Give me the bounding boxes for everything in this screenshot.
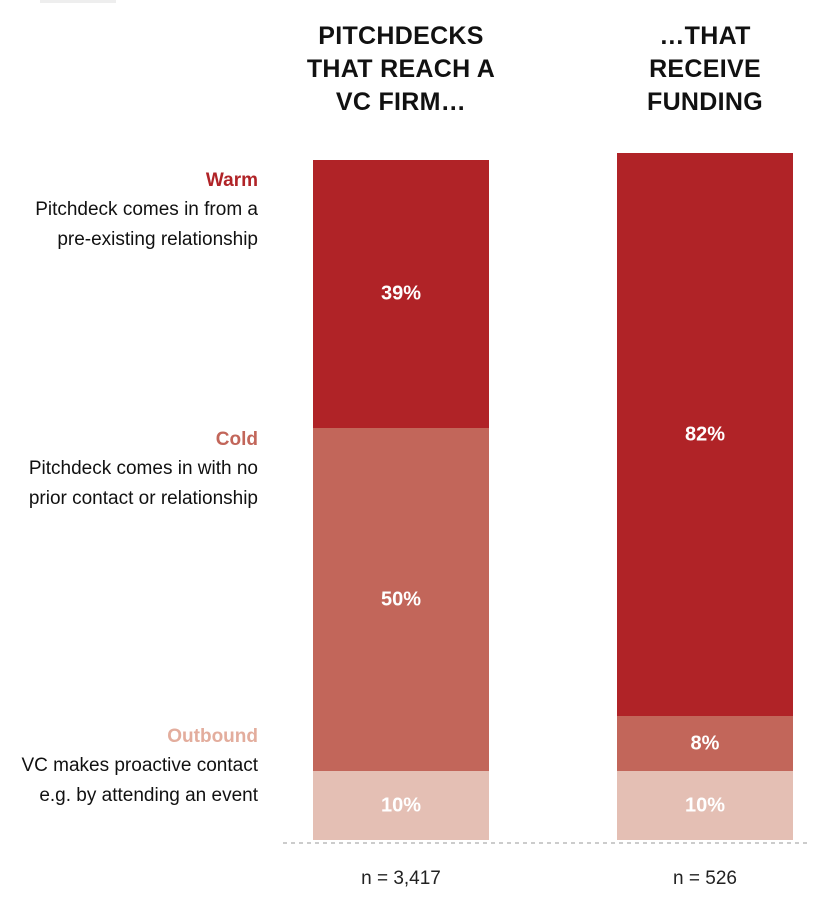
bar-segment <box>313 159 489 428</box>
column-title: PITCHDECKS THAT REACH A VC FIRM… <box>306 22 496 116</box>
value-label: 39% <box>380 282 422 305</box>
bar-segment <box>617 153 793 717</box>
column-title: …THAT RECEIVE FUNDING <box>647 22 763 116</box>
value-label: 50% <box>380 588 422 611</box>
bar-segment <box>617 771 793 840</box>
sample-size: n = 526 <box>673 868 737 889</box>
legend-description: Pitchdeck comes in with no prior contact… <box>28 458 258 509</box>
legend-name: Cold <box>215 429 258 450</box>
legend-description: Pitchdeck comes in from a pre-existing r… <box>35 199 258 250</box>
value-label: 82% <box>684 423 726 446</box>
legend-description: VC makes proactive contact e.g. by atten… <box>21 755 258 806</box>
legend-name: Warm <box>205 170 258 191</box>
decoration <box>40 0 116 3</box>
legend-name: Outbound <box>167 726 258 747</box>
value-label: 10% <box>380 794 422 817</box>
bar-segment <box>313 771 489 840</box>
value-label: 8% <box>690 732 720 755</box>
sample-size: n = 3,417 <box>361 868 441 889</box>
bar-segment <box>617 716 793 772</box>
value-label: 10% <box>684 794 726 817</box>
bar-segment <box>313 427 489 772</box>
